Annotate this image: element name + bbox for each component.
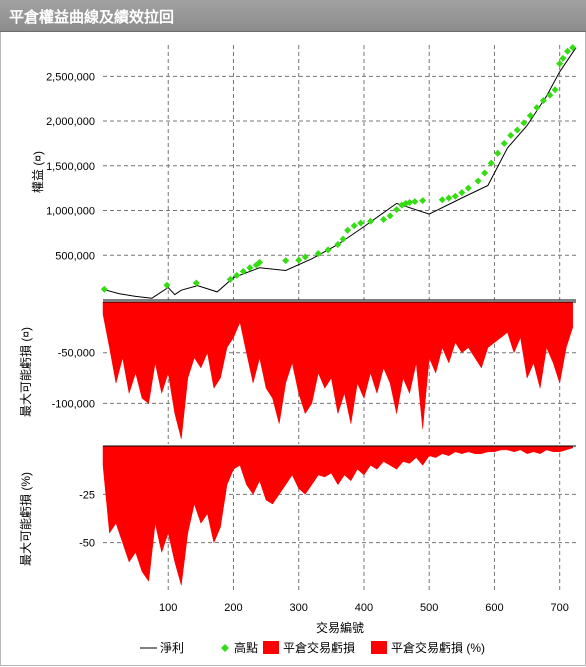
series-high-point [295, 256, 303, 264]
series-high-point [533, 104, 541, 112]
axis-layer: 500,000 1,000,000 1,500,000 2,000,000 2,500,… [46, 71, 576, 614]
series-high-point [314, 249, 322, 257]
series-high-point [163, 281, 171, 289]
ylabel-equity: 權益 (¤) [31, 151, 45, 193]
series-high-point [464, 184, 472, 192]
series-high-point [282, 257, 290, 265]
series-high-point [344, 226, 352, 234]
xtick-label: 600 [485, 602, 503, 614]
series-high-point [539, 96, 547, 104]
ylabel-drawdown-amount: 最大可能虧損 (¤) [18, 327, 33, 417]
series-high-point [458, 189, 466, 197]
ytick-label: 2,000,000 [46, 116, 95, 128]
series-high-point [386, 212, 394, 220]
legend-label-high: 高點 [234, 640, 258, 655]
xtick-label: 400 [355, 602, 373, 614]
legend-swatch-high [221, 644, 229, 652]
series-high-point [380, 215, 388, 223]
legend-swatch-closed-loss [263, 641, 279, 654]
series-high-point [233, 271, 241, 279]
series-high-point [192, 279, 200, 287]
series-high-point [438, 196, 446, 204]
series-high-point [256, 258, 264, 266]
series-high-point [239, 267, 247, 275]
series-high-point [301, 253, 309, 261]
xlabel-trade-number: 交易編號 [316, 620, 364, 635]
ytick-label: -50,000 [58, 348, 95, 360]
series-high-point [334, 241, 342, 249]
series-high-point [564, 47, 572, 55]
series-high-point [526, 112, 534, 120]
series-high-point [100, 285, 108, 293]
title-bar: 平倉權益曲線及績效拉回 [0, 0, 586, 32]
ylabel-drawdown-percent: 最大可能虧損 (%) [18, 472, 33, 566]
xtick-label: 500 [420, 602, 438, 614]
series-high-point [494, 149, 502, 157]
series-high-point [324, 246, 332, 254]
xtick-label: 200 [224, 602, 242, 614]
series-closed-loss-pct-area [102, 445, 573, 586]
series-closed-loss-area [102, 301, 573, 439]
series-high-point [474, 177, 482, 185]
series-high-point [513, 126, 521, 134]
legend: 淨利 高點 平倉交易虧損 平倉交易虧損 (%) [140, 640, 485, 655]
ytick-label: -25 [79, 489, 95, 501]
ytick-label: -50 [79, 538, 95, 550]
series-high-point [451, 192, 459, 200]
series-high-point [556, 60, 564, 68]
series-high-point [419, 197, 427, 205]
series-high-point [487, 159, 495, 167]
series-high-point [357, 219, 365, 227]
series-high-point [551, 86, 559, 94]
series-high-point [246, 264, 254, 272]
ytick-label: 1,500,000 [46, 161, 95, 173]
ytick-label: 1,000,000 [46, 206, 95, 218]
ytick-label: 2,500,000 [46, 71, 95, 83]
xtick-label: 300 [290, 602, 308, 614]
ytick-label: 500,000 [55, 250, 95, 262]
series-high-point [507, 131, 515, 139]
series-high-point [500, 139, 508, 147]
legend-label-closed-loss-pct: 平倉交易虧損 (%) [391, 640, 485, 655]
series-high-point [481, 169, 489, 177]
series-high-point [393, 206, 401, 214]
ytick-label: -100,000 [52, 398, 95, 410]
series-high-point [546, 91, 554, 99]
legend-label-net-profit: 淨利 [160, 641, 184, 655]
series-high-point [226, 275, 234, 283]
series-high-point [569, 44, 577, 52]
series-high-point [559, 54, 567, 62]
series-net-profit-line [102, 47, 577, 299]
series-high-point [366, 217, 374, 225]
window-title: 平倉權益曲線及績效拉回 [9, 8, 175, 26]
series-high-point [411, 198, 419, 206]
series-high-point [445, 194, 453, 202]
mark-layer [100, 44, 577, 586]
series-high-point [350, 222, 358, 230]
series-high-point [520, 119, 528, 127]
legend-swatch-closed-loss-pct [371, 641, 387, 654]
legend-label-closed-loss: 平倉交易虧損 [283, 640, 355, 655]
xtick-label: 700 [551, 602, 569, 614]
xtick-label: 100 [159, 602, 177, 614]
series-high-point [406, 198, 414, 206]
series-high-point [339, 235, 347, 243]
